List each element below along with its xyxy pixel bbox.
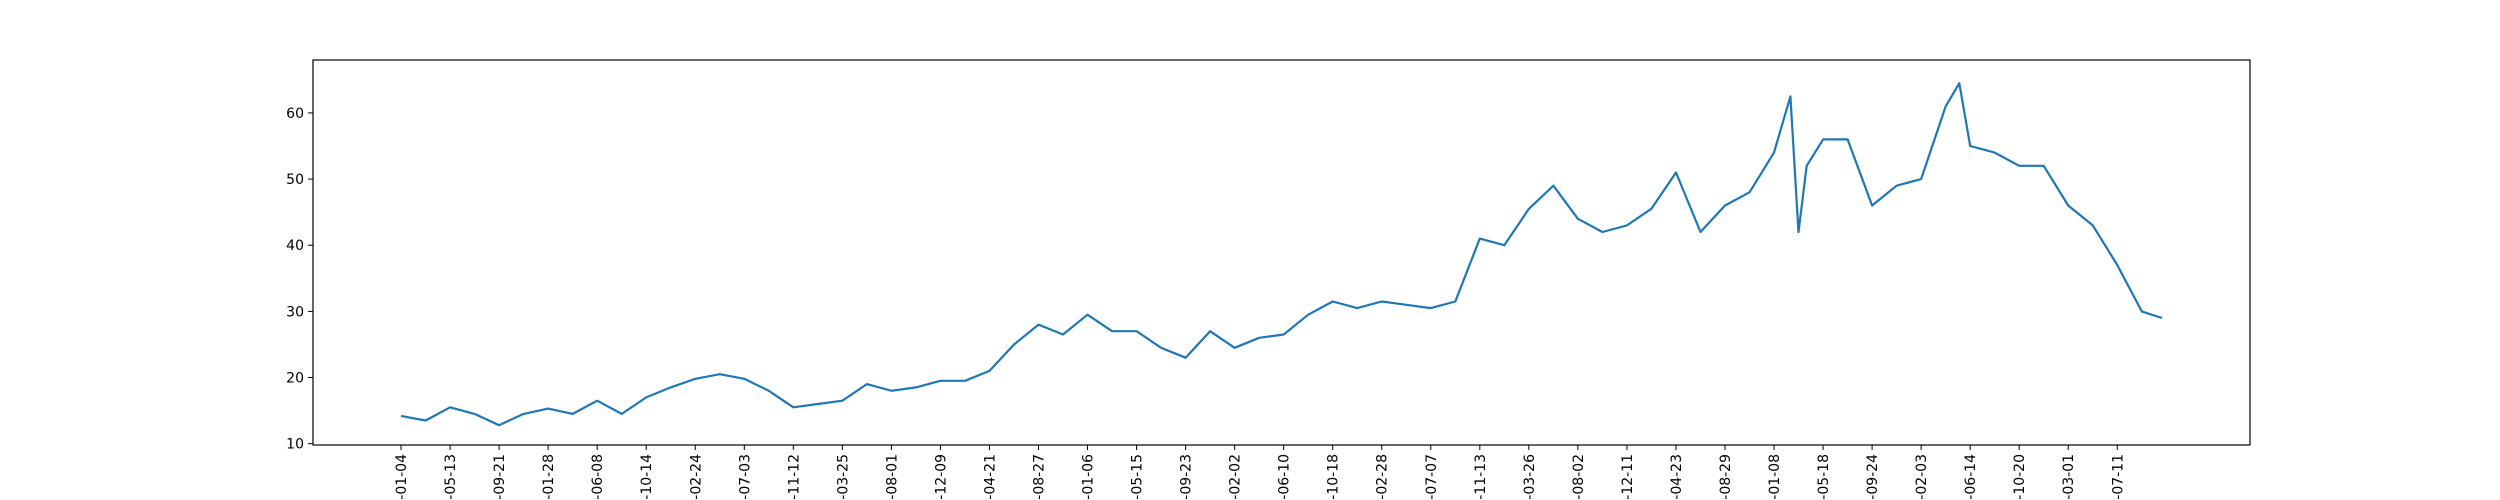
line-series: [400, 82, 2163, 427]
x-tick-label: -12-11: [1620, 454, 1636, 500]
x-tick-label: -02-02: [1228, 454, 1244, 500]
x-tick-label: -01-08: [1767, 454, 1783, 500]
y-tick-label: 50: [286, 172, 304, 188]
x-tick-label: -05-13: [443, 454, 459, 500]
y-tick-label: 10: [286, 437, 304, 453]
plot-frame: [312, 59, 2251, 446]
x-tick-label: -11-12: [786, 454, 802, 500]
x-tick-label: -10-14: [639, 454, 655, 500]
x-tick-label: -12-09: [933, 454, 949, 500]
x-tick-label: -02-24: [688, 454, 704, 500]
x-tick-label: -09-21: [492, 454, 508, 500]
x-tick-label: -01-06: [1081, 454, 1097, 500]
x-tick-label: -02-28: [1375, 454, 1391, 500]
x-tick-label: -01-04: [394, 454, 410, 500]
x-tick-label: -04-21: [982, 454, 998, 500]
x-tick-label: -11-13: [1473, 454, 1489, 500]
x-tick-label: -05-15: [1130, 454, 1146, 500]
x-tick-label: -08-02: [1571, 454, 1587, 500]
x-tick-label: -08-01: [884, 454, 900, 500]
x-tick-label: -02-03: [1914, 454, 1930, 500]
x-tick-label: -06-10: [1277, 454, 1293, 500]
x-tick-label: -06-14: [1963, 454, 1979, 500]
x-tick-label: -07-11: [2110, 454, 2126, 500]
x-tick-label: -03-01: [2061, 454, 2077, 500]
x-tick-label: -01-28: [541, 454, 557, 500]
x-tick-label: -04-23: [1669, 454, 1685, 500]
x-tick-label: -08-27: [1032, 454, 1048, 500]
x-tick-label: -07-03: [737, 454, 753, 500]
x-tick-label: -10-20: [2012, 454, 2028, 500]
x-tick-label: -05-18: [1816, 454, 1832, 500]
x-tick-label: -03-25: [835, 454, 851, 500]
x-tick-label: -09-24: [1865, 454, 1881, 500]
x-tick-label: -06-08: [590, 454, 606, 500]
y-tick-label: 60: [286, 106, 304, 122]
x-tick-label: -10-18: [1326, 454, 1342, 500]
y-tick-label: 30: [286, 304, 304, 320]
y-tick-label: 40: [286, 238, 304, 254]
x-tick-label: -09-23: [1179, 454, 1195, 500]
y-tick-label: 20: [286, 371, 304, 387]
x-tick-label: -08-29: [1718, 454, 1734, 500]
x-tick-label: -03-26: [1522, 454, 1538, 500]
x-tick-label: -07-07: [1424, 454, 1440, 500]
